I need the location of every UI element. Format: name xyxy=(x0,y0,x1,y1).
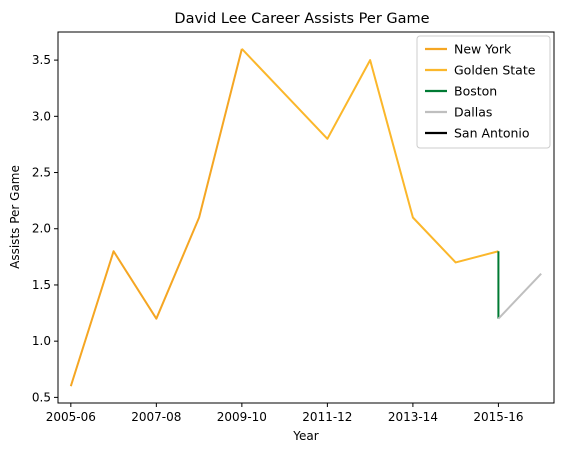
y-tick-label: 2.0 xyxy=(32,222,51,236)
series-layer xyxy=(69,48,542,387)
y-tick-label: 0.5 xyxy=(32,390,51,404)
y-axis: 0.5 1.0 1.5 2.0 2.5 3.0 3.5 xyxy=(32,53,58,404)
series-line-dallas xyxy=(497,273,542,320)
y-tick-label: 3.5 xyxy=(32,53,51,67)
x-axis-title: Year xyxy=(292,429,318,443)
plot-frame xyxy=(57,31,555,404)
y-tick-label: 1.0 xyxy=(32,334,51,348)
x-tick-label: 2009-10 xyxy=(217,410,267,424)
legend-label: Dallas xyxy=(454,105,492,120)
chart-title: David Lee Career Assists Per Game xyxy=(174,11,429,27)
y-tick-label: 2.5 xyxy=(32,166,51,180)
legend-label: San Antonio xyxy=(454,126,530,141)
series-line-golden-state xyxy=(241,48,499,264)
y-tick-label: 3.0 xyxy=(32,109,51,123)
y-axis-title: Assists Per Game xyxy=(8,165,22,269)
y-tick-label: 1.5 xyxy=(32,278,51,292)
legend-label: New York xyxy=(454,42,512,57)
legend-label: Boston xyxy=(454,84,497,99)
legend-label: Golden State xyxy=(454,63,536,78)
x-tick-label: 2015-16 xyxy=(473,410,523,424)
legend-box xyxy=(416,35,551,149)
legend: New York Golden State Boston Dallas San Anto… xyxy=(416,35,551,149)
x-tick-label: 2007-08 xyxy=(131,410,181,424)
x-axis: 2005-06 2007-08 2009-10 2011-12 2013-14 2015-… xyxy=(46,403,523,424)
x-tick-label: 2011-12 xyxy=(302,410,352,424)
x-tick-label: 2005-06 xyxy=(46,410,96,424)
x-tick-label: 2013-14 xyxy=(388,410,438,424)
series-line-new-york xyxy=(69,48,243,387)
